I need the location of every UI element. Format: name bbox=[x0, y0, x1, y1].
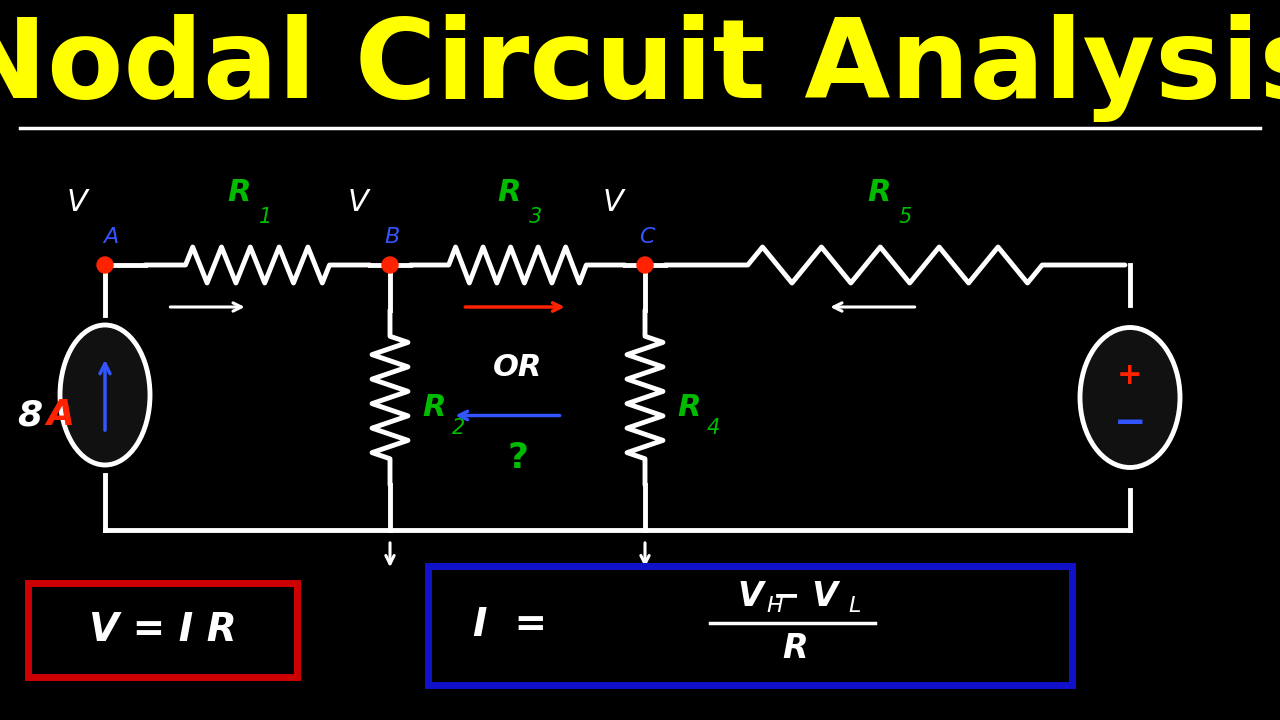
Text: A: A bbox=[46, 398, 74, 432]
Text: R: R bbox=[782, 631, 808, 665]
Text: 8: 8 bbox=[18, 398, 42, 432]
Text: V = I R: V = I R bbox=[90, 611, 237, 649]
Text: V: V bbox=[602, 188, 623, 217]
Text: V: V bbox=[347, 188, 369, 217]
Text: L: L bbox=[849, 596, 861, 616]
Text: I  =: I = bbox=[472, 606, 547, 644]
Text: V: V bbox=[67, 188, 87, 217]
Text: ?: ? bbox=[507, 441, 529, 474]
Text: 1: 1 bbox=[259, 207, 273, 227]
Text: Nodal Circuit Analysis: Nodal Circuit Analysis bbox=[0, 14, 1280, 122]
Text: 2: 2 bbox=[452, 418, 465, 438]
Text: 4: 4 bbox=[707, 418, 721, 438]
Text: −: − bbox=[1114, 403, 1147, 441]
Text: OR: OR bbox=[493, 353, 543, 382]
Text: 3: 3 bbox=[529, 207, 543, 227]
Circle shape bbox=[381, 257, 398, 273]
Text: − V: − V bbox=[762, 580, 838, 613]
Circle shape bbox=[637, 257, 653, 273]
Text: R: R bbox=[422, 393, 445, 422]
Text: R: R bbox=[228, 178, 251, 207]
Text: R: R bbox=[868, 178, 891, 207]
FancyBboxPatch shape bbox=[28, 583, 297, 677]
Text: A: A bbox=[102, 227, 118, 247]
Ellipse shape bbox=[1080, 328, 1180, 467]
Ellipse shape bbox=[60, 325, 150, 465]
Text: 5: 5 bbox=[899, 207, 913, 227]
Text: +: + bbox=[1117, 361, 1143, 390]
Text: V: V bbox=[737, 580, 763, 613]
Text: B: B bbox=[384, 227, 399, 247]
Circle shape bbox=[97, 257, 113, 273]
Text: H: H bbox=[767, 596, 783, 616]
Text: R: R bbox=[498, 178, 521, 207]
Text: C: C bbox=[639, 227, 654, 247]
Text: R: R bbox=[677, 393, 700, 422]
FancyBboxPatch shape bbox=[428, 566, 1073, 685]
